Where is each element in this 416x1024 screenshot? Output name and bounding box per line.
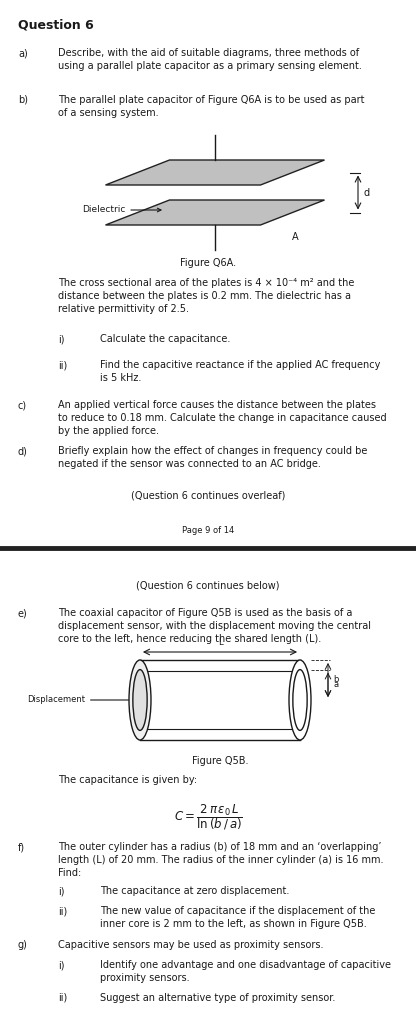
Text: A: A [292,232,299,242]
Text: The cross sectional area of the plates is 4 × 10⁻⁴ m² and the
distance between t: The cross sectional area of the plates i… [58,278,354,314]
Text: The new value of capacitance if the displacement of the
inner core is 2 mm to th: The new value of capacitance if the disp… [100,906,375,929]
Text: Identify one advantage and one disadvantage of capacitive
proximity sensors.: Identify one advantage and one disadvant… [100,961,391,983]
Text: The capacitance is given by:: The capacitance is given by: [58,775,197,785]
Text: (Question 6 continues below): (Question 6 continues below) [136,580,280,590]
Text: Briefly explain how the effect of changes in frequency could be
negated if the s: Briefly explain how the effect of change… [58,446,367,469]
Text: Capacitive sensors may be used as proximity sensors.: Capacitive sensors may be used as proxim… [58,940,324,950]
Text: Question 6: Question 6 [18,18,94,31]
Text: The parallel plate capacitor of Figure Q6A is to be used as part
of a sensing sy: The parallel plate capacitor of Figure Q… [58,95,364,118]
Text: (Question 6 continues overleaf): (Question 6 continues overleaf) [131,490,285,500]
Ellipse shape [293,670,307,730]
Ellipse shape [133,670,147,730]
Text: Figure Q6A.: Figure Q6A. [180,258,236,268]
Text: i): i) [58,886,64,896]
Text: a): a) [18,48,28,58]
Text: b): b) [18,95,28,105]
Text: ii): ii) [58,906,67,916]
Text: i): i) [58,961,64,970]
Text: ii): ii) [58,360,67,370]
Text: The outer cylinder has a radius (b) of 18 mm and an ‘overlapping’
length (L) of : The outer cylinder has a radius (b) of 1… [58,842,384,879]
Text: $C = \dfrac{2\,\pi\,\varepsilon_0\,L}{\mathrm{ln}\,(b\,/\,a)}$: $C = \dfrac{2\,\pi\,\varepsilon_0\,L}{\m… [173,802,243,831]
Ellipse shape [129,660,151,740]
Text: An applied vertical force causes the distance between the plates
to reduce to 0.: An applied vertical force causes the dis… [58,400,386,436]
Text: i): i) [58,334,64,344]
Text: g): g) [18,940,28,950]
Text: e): e) [18,608,28,618]
Polygon shape [106,160,324,185]
Text: Describe, with the aid of suitable diagrams, three methods of
using a parallel p: Describe, with the aid of suitable diagr… [58,48,362,72]
Text: Displacement: Displacement [27,695,134,705]
Text: Calculate the capacitance.: Calculate the capacitance. [100,334,230,344]
Ellipse shape [289,660,311,740]
Text: ii): ii) [58,993,67,1002]
Text: Suggest an alternative type of proximity sensor.: Suggest an alternative type of proximity… [100,993,335,1002]
Text: b: b [333,676,338,684]
Text: f): f) [18,842,25,852]
Text: d: d [364,187,370,198]
Text: Find the capacitive reactance if the applied AC frequency
is 5 kHz.: Find the capacitive reactance if the app… [100,360,380,383]
Text: d): d) [18,446,28,456]
Text: c): c) [18,400,27,410]
Text: L: L [218,638,222,647]
Text: a: a [333,680,338,689]
Text: Figure Q5B.: Figure Q5B. [192,756,248,766]
Text: Dielectric: Dielectric [82,206,161,214]
Text: Page 9 of 14: Page 9 of 14 [182,526,234,535]
Text: The coaxial capacitor of Figure Q5B is used as the basis of a
displacement senso: The coaxial capacitor of Figure Q5B is u… [58,608,371,644]
Polygon shape [106,200,324,225]
Text: The capacitance at zero displacement.: The capacitance at zero displacement. [100,886,290,896]
